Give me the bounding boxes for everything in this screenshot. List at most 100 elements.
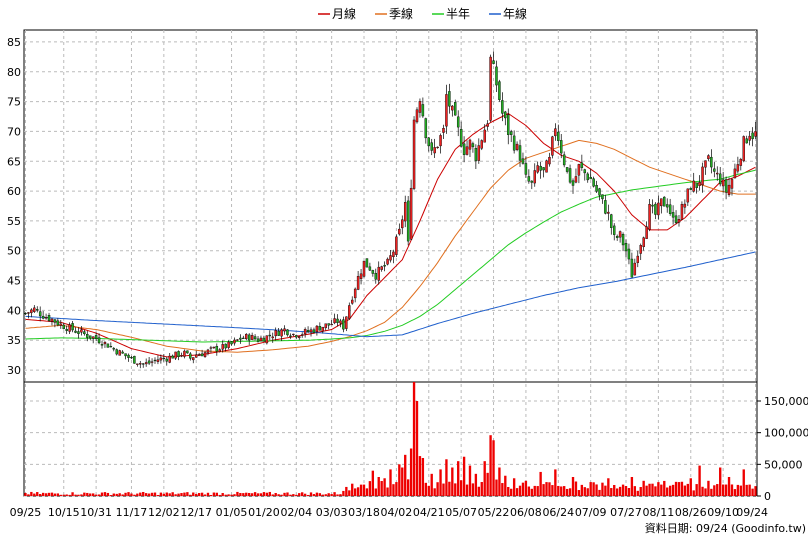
candle xyxy=(359,273,363,279)
candle xyxy=(401,219,404,229)
volume-bar xyxy=(47,492,51,496)
volume-bar xyxy=(89,493,92,496)
volume-tick-label: 0 xyxy=(764,490,771,503)
volume-bar xyxy=(221,493,224,496)
volume-bar xyxy=(471,483,475,496)
volume-bar xyxy=(501,483,504,496)
candle xyxy=(77,331,80,334)
candle xyxy=(512,135,516,151)
candle xyxy=(509,131,513,135)
volume-bar xyxy=(716,484,719,496)
volume-bar xyxy=(401,467,404,496)
volume-tick-label: 150,000 xyxy=(764,395,808,408)
candle xyxy=(103,341,107,345)
volume-bar xyxy=(468,465,472,496)
candle xyxy=(527,176,531,182)
volume-bar xyxy=(548,482,551,496)
volume-bar xyxy=(71,492,74,496)
candle xyxy=(695,182,698,188)
candle xyxy=(44,317,48,319)
volume-bar xyxy=(589,482,592,496)
candle xyxy=(356,276,360,290)
candle xyxy=(147,360,151,364)
volume-bar xyxy=(248,492,251,496)
volume-bar xyxy=(668,485,672,496)
volume-bar xyxy=(339,494,342,496)
volume-bar xyxy=(671,484,675,496)
candle xyxy=(91,336,95,339)
candle xyxy=(707,155,710,160)
volume-bar xyxy=(713,485,716,496)
ma-line-季線 xyxy=(25,139,756,353)
candle xyxy=(292,333,295,336)
volume-bar xyxy=(563,486,566,496)
volume-bar xyxy=(62,494,65,496)
volume-bar xyxy=(730,484,734,496)
volume-bar xyxy=(39,494,42,496)
candle xyxy=(362,260,366,277)
candle xyxy=(430,142,433,151)
volume-bar xyxy=(459,480,463,496)
candle xyxy=(203,352,207,357)
candle xyxy=(274,330,277,337)
volume-bar xyxy=(242,493,245,496)
volume-bar xyxy=(206,492,210,496)
candle xyxy=(674,215,678,224)
candle xyxy=(412,119,416,189)
candle xyxy=(718,173,722,185)
volume-bar xyxy=(521,482,525,496)
volume-bar xyxy=(389,469,392,496)
volume-bar xyxy=(283,492,286,496)
volume-bar xyxy=(192,492,195,496)
candle xyxy=(462,143,466,155)
candle xyxy=(630,258,634,278)
volume-bar xyxy=(595,484,598,496)
volume-bar xyxy=(451,467,454,496)
date-tick-label: 06/08 xyxy=(510,506,542,519)
candle xyxy=(607,211,610,214)
volume-bar xyxy=(168,493,171,496)
date-tick-label: 12/02 xyxy=(148,506,180,519)
candle xyxy=(533,170,536,184)
ma-line-月線 xyxy=(25,112,756,358)
volume-bar xyxy=(109,495,113,496)
volume-bar xyxy=(610,488,613,496)
candle xyxy=(183,350,186,357)
volume-bar xyxy=(215,492,218,496)
candle xyxy=(754,131,757,137)
candle xyxy=(406,200,410,242)
candle xyxy=(230,341,233,345)
volume-bar xyxy=(721,484,725,496)
volume-bar xyxy=(598,489,601,496)
candle xyxy=(280,329,283,337)
date-tick-label: 04/02 xyxy=(381,506,413,519)
candle xyxy=(571,180,575,186)
candle xyxy=(171,355,174,359)
volume-bar xyxy=(268,491,271,496)
candle xyxy=(456,116,460,128)
volume-bar xyxy=(554,469,557,496)
candle xyxy=(483,129,486,143)
candle xyxy=(245,334,248,340)
volume-bar xyxy=(203,494,207,496)
candle xyxy=(618,231,622,238)
volume-bar xyxy=(65,494,68,496)
candle xyxy=(627,248,631,260)
volume-bar xyxy=(377,477,380,496)
candle xyxy=(562,154,566,166)
candle xyxy=(130,356,133,359)
candle xyxy=(489,56,492,121)
candle xyxy=(115,349,118,355)
candle xyxy=(377,266,380,281)
candle xyxy=(557,131,560,141)
candle xyxy=(68,324,71,332)
candle xyxy=(439,135,442,147)
volume-bar xyxy=(139,492,142,496)
volume-bar xyxy=(315,492,319,496)
candle xyxy=(654,203,657,215)
ma-line-半年 xyxy=(25,169,756,343)
volume-bar xyxy=(754,486,757,496)
volume-bar xyxy=(94,494,98,496)
candle xyxy=(133,355,136,364)
candle xyxy=(289,335,292,337)
